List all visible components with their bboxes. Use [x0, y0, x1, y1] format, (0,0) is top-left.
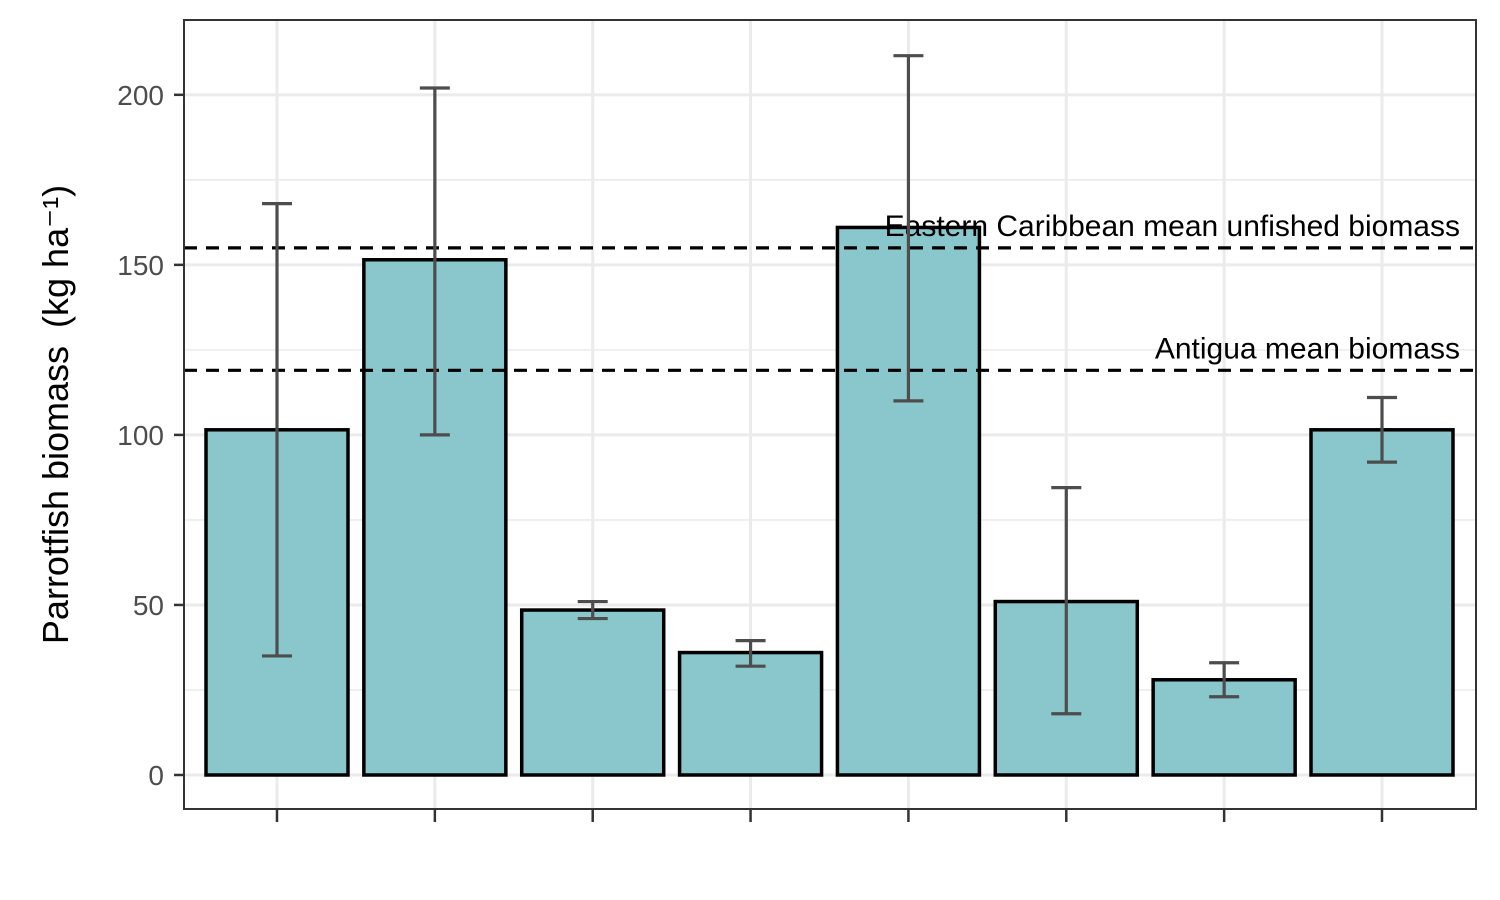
y-tick-label: 200 — [117, 80, 164, 111]
error-bars — [262, 54, 1397, 716]
y-tick-label: 150 — [117, 250, 164, 281]
reference-line-label: Antigua mean biomass — [1155, 332, 1460, 365]
y-axis-title-unit: (kg ha⁻¹) — [35, 185, 76, 328]
y-tick-label: 50 — [133, 590, 164, 621]
axes: 0 50 100 150 200 — [117, 80, 1384, 822]
y-tick-label: 100 — [117, 420, 164, 451]
reference-lines: Eastern Caribbean mean unfished biomass A… — [184, 210, 1476, 372]
panel-border — [183, 19, 1477, 810]
y-tick-label: 0 — [148, 760, 164, 791]
y-axis-title-text: Parrotfish biomass — [35, 346, 76, 644]
reference-line-label: Eastern Caribbean mean unfished biomass — [885, 210, 1460, 243]
bar — [677, 650, 824, 777]
bars — [204, 225, 1455, 777]
bar — [1309, 428, 1455, 777]
y-axis-title: Parrotfish biomass (kg ha⁻¹) — [35, 185, 76, 644]
bar — [519, 608, 666, 777]
